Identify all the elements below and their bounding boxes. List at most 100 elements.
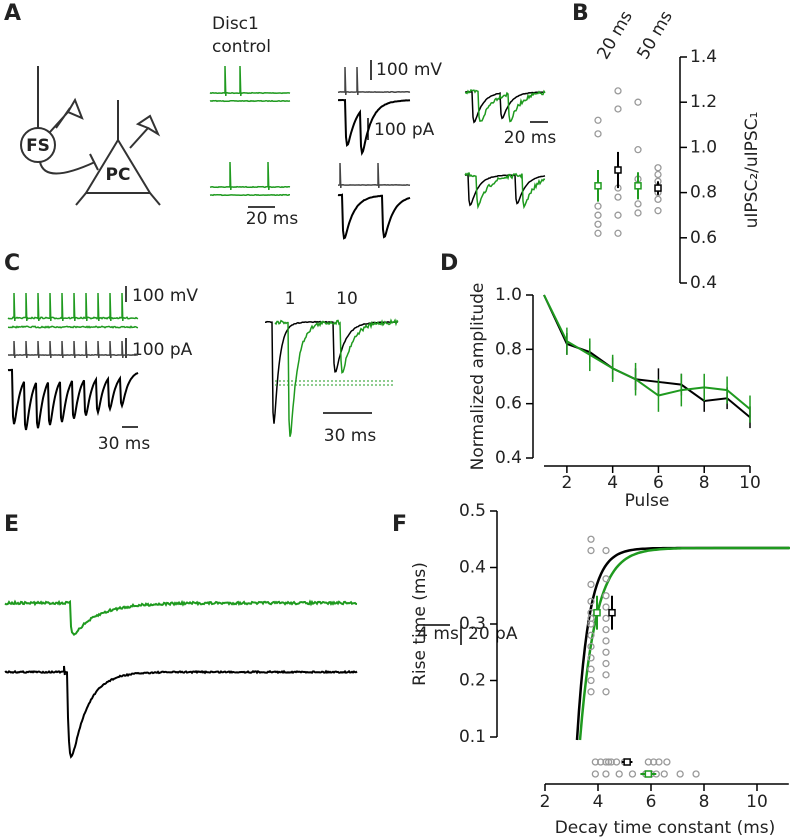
point [594,229,602,237]
point [654,207,662,215]
pulse-label: 10 [336,289,358,309]
point [602,546,610,555]
point [594,202,602,210]
mean [644,770,653,778]
scale-label: 100 pA [374,120,435,140]
point [644,758,652,766]
mean [608,608,616,617]
y-tick-label: 1.2 [690,92,717,112]
point [587,597,595,606]
trace [464,172,546,210]
scale-label: 100 mV [376,60,442,80]
baseline [275,380,395,386]
point [594,130,602,138]
point [602,637,610,645]
point [654,195,662,204]
point [654,170,662,179]
mean [654,184,662,192]
point [663,758,671,766]
x-tick-label: 10 [746,792,768,812]
point [587,631,595,639]
point [676,770,684,778]
point [602,603,610,611]
point [602,648,610,656]
y-tick-label: 0.2 [459,671,486,691]
trace [7,325,139,329]
trace [338,98,411,157]
x-tick-label: 8 [699,473,710,493]
trace [209,193,290,197]
point [602,592,610,600]
x-tick-label: 2 [561,473,572,493]
point [614,229,622,237]
y-tick-label: 0.6 [690,228,717,248]
scale-label: 100 pA [132,340,193,360]
trace [209,161,291,191]
trace [464,174,546,207]
panel-label: B [572,1,589,26]
x-tick-label: 6 [653,473,664,493]
line [543,294,751,410]
point [614,193,622,201]
point [587,546,595,555]
y-axis-label: Rise time (ms) [410,562,430,686]
mean [623,758,631,766]
point [602,770,610,778]
x-tick-label: 4 [607,473,618,493]
panel-label: D [440,251,458,276]
point [614,105,622,113]
point [591,770,599,778]
y-tick-label: 1.0 [690,137,717,157]
trace [465,89,546,123]
y-axis-label: Normalized amplitude [468,283,488,471]
scale-label: 30 ms [324,426,377,446]
point [602,688,610,696]
y-tick-label: 1.4 [690,47,717,67]
point [607,758,615,766]
y-axis-label: uIPSC₂/uIPSC₁ [742,112,762,229]
scale-label: 20 ms [504,128,557,148]
y-tick-label: 0.4 [459,558,486,578]
point [594,116,602,124]
scale-label: 4 ms [417,624,459,644]
trace [8,340,139,359]
point [591,758,599,766]
point [587,580,595,589]
trace [337,193,411,240]
point [628,770,637,778]
y-tick-label: 0.6 [495,394,522,414]
point [692,770,700,778]
point [587,665,595,673]
point [655,758,663,766]
point [602,626,610,634]
trace [7,292,139,322]
point [614,211,622,219]
x-tick-label: 10 [739,473,761,493]
scale-bars [122,60,548,645]
point [602,614,610,622]
category-label: 50 ms [633,7,677,63]
schematic [20,66,161,206]
point [634,200,642,208]
y-tick-label: 0.8 [495,339,522,359]
trace [274,318,399,437]
point [594,220,602,228]
scale-label: 100 mV [132,286,198,306]
scale-label: 20 pA [468,624,518,644]
y-tick-label: 0.8 [690,183,717,203]
x-tick-label: 6 [646,792,657,812]
legend-entry: control [212,37,271,57]
point [602,575,610,583]
y-tick-label: 0.5 [459,501,486,521]
point [587,676,595,685]
mean [593,608,601,617]
point [587,654,595,662]
trace [338,162,411,189]
x-axis-label: Decay time constant (ms) [555,818,776,838]
category-label: 20 ms [593,7,637,63]
point [594,211,602,219]
y-tick-label: 1.0 [495,285,522,305]
panel-label: C [4,251,20,276]
panel-label: A [4,1,21,26]
